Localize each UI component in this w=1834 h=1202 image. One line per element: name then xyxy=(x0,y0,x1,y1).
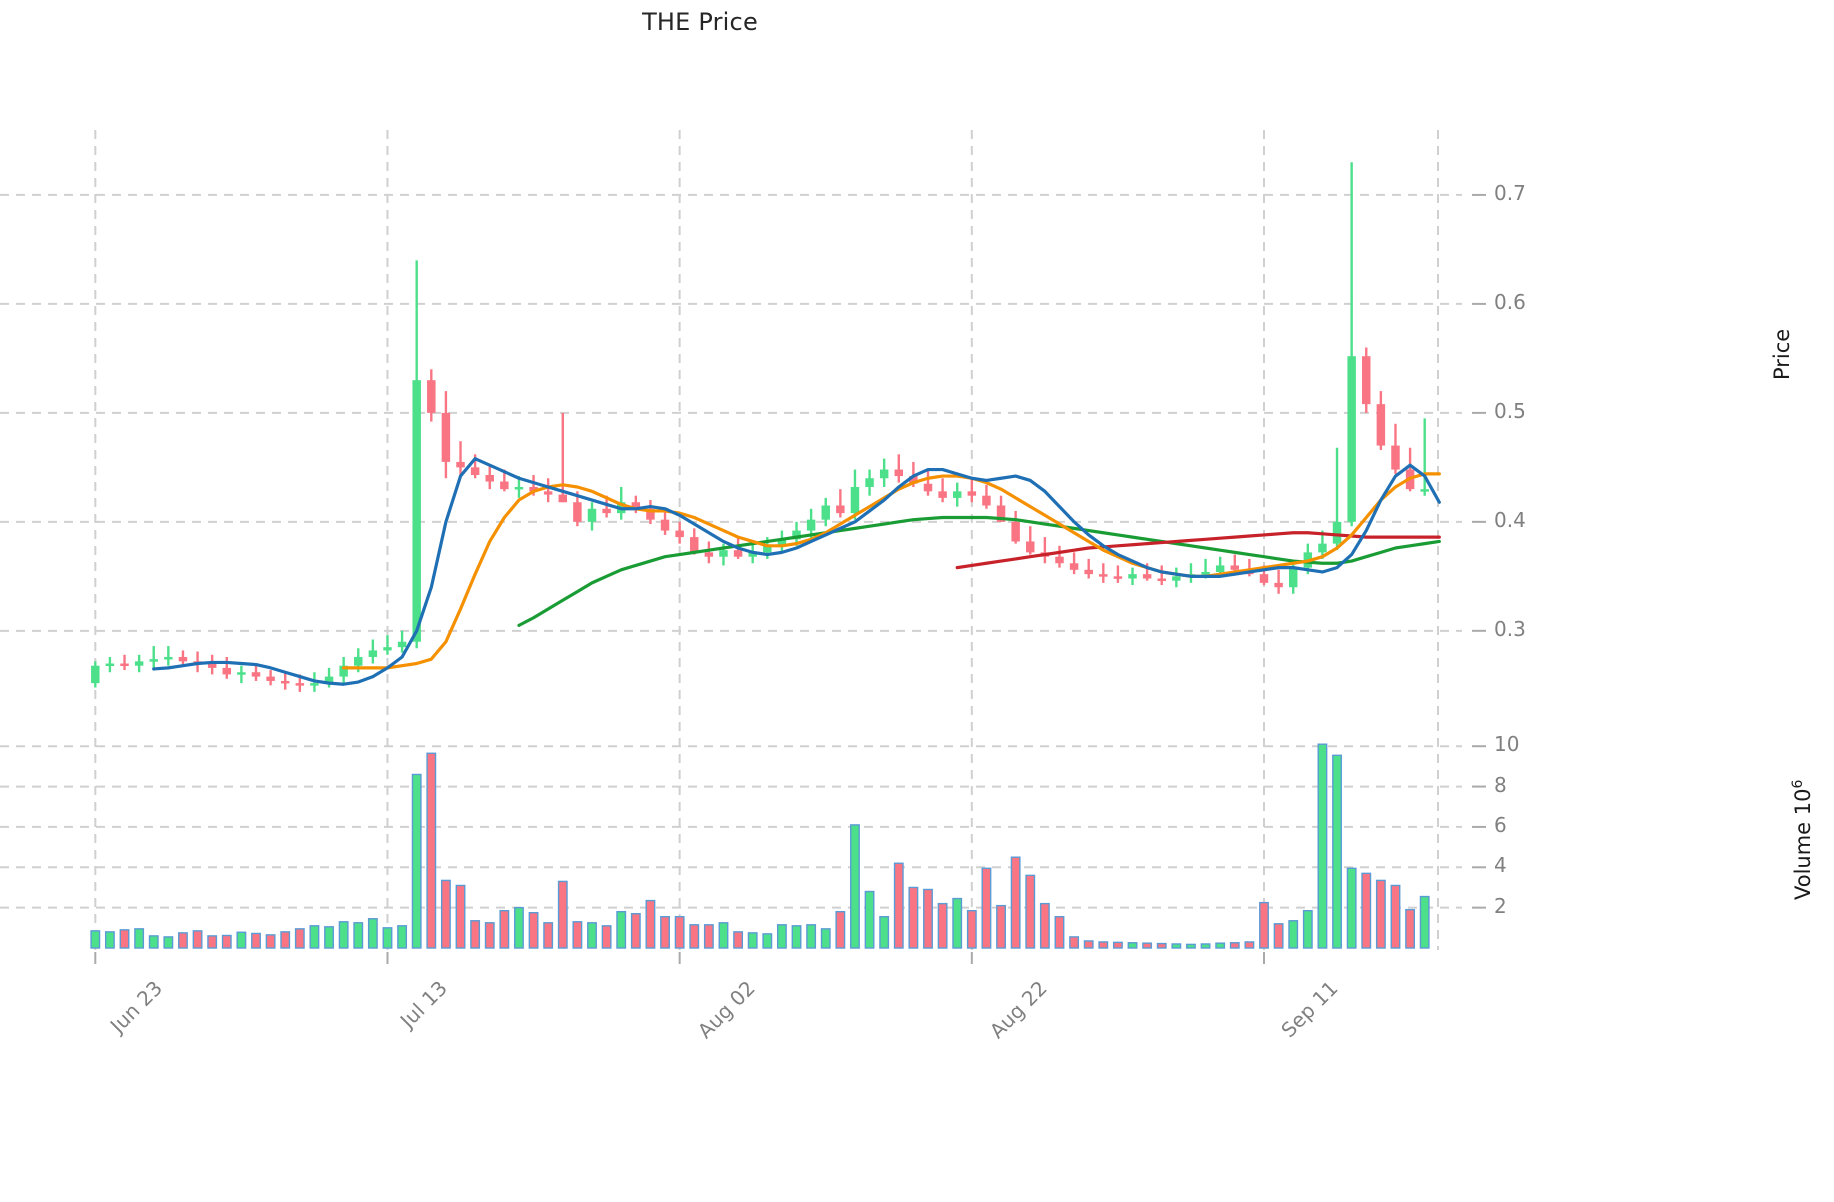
axis-ticks xyxy=(94,193,1486,964)
price-tick-label: 0.7 xyxy=(1494,180,1526,205)
candlestick-series xyxy=(91,162,1429,692)
price-tick-label: 0.3 xyxy=(1494,616,1526,641)
price-tick-label: 0.4 xyxy=(1494,507,1526,532)
volume-tick-label: 10 xyxy=(1494,732,1520,757)
chart-title: THE Price xyxy=(642,8,758,36)
volume-tick-label: 4 xyxy=(1494,853,1507,878)
volume-tick-label: 6 xyxy=(1494,812,1507,837)
price-tick-label: 0.6 xyxy=(1494,289,1526,314)
price-axis-label: Price xyxy=(1770,328,1794,380)
volume-axis-exponent: 6 xyxy=(1790,779,1806,789)
volume-bars xyxy=(90,743,1430,949)
volume-axis-label: Volume 106 xyxy=(1790,780,1815,900)
volume-tick-label: 8 xyxy=(1494,772,1507,797)
gridlines xyxy=(0,130,1462,950)
volume-tick-label: 2 xyxy=(1494,893,1507,918)
price-tick-label: 0.5 xyxy=(1494,398,1526,423)
moving-average-lines xyxy=(152,457,1441,686)
volume-axis-label-text: Volume 10 xyxy=(1791,788,1815,900)
